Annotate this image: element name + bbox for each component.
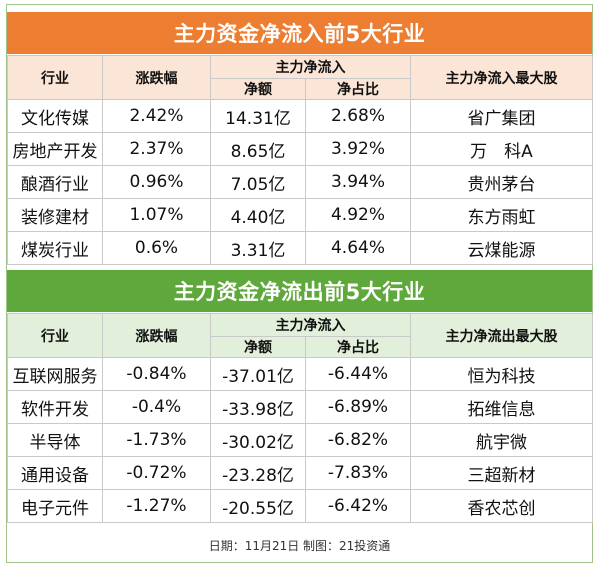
net-cell: -37.01亿: [210, 357, 306, 391]
change-cell: -0.84%: [102, 357, 211, 391]
ratio-cell: -6.89%: [305, 390, 411, 424]
industry-cell: 装修建材: [7, 198, 103, 232]
ratio-cell: 3.92%: [305, 132, 411, 166]
outflow-header-industry: 行业: [7, 313, 103, 358]
industry-cell: 互联网服务: [7, 357, 103, 391]
ratio-cell: -7.83%: [305, 456, 411, 490]
outflow-header-change: 涨跌幅: [102, 313, 211, 358]
industry-cell: 电子元件: [7, 489, 103, 523]
outflow-header-net: 净额: [210, 336, 306, 358]
inflow-header-net: 净额: [210, 78, 306, 100]
table-row: 装修建材 1.07% 4.40亿 4.92% 东方雨虹: [7, 198, 593, 232]
stock-cell: 恒为科技: [410, 357, 593, 391]
change-cell: -1.73%: [102, 423, 211, 457]
ratio-cell: -6.44%: [305, 357, 411, 391]
inflow-header-top-stock: 主力净流入最大股: [410, 55, 593, 100]
ratio-cell: 4.92%: [305, 198, 411, 232]
change-cell: -1.27%: [102, 489, 211, 523]
inflow-title: 主力资金净流入前5大行业: [7, 12, 592, 54]
table-row: 软件开发 -0.4% -33.98亿 -6.89% 拓维信息: [7, 390, 593, 424]
net-cell: -23.28亿: [210, 456, 306, 490]
table-row: 半导体 -1.73% -30.02亿 -6.82% 航宇微: [7, 423, 593, 457]
industry-cell: 通用设备: [7, 456, 103, 490]
change-cell: 1.07%: [102, 198, 211, 232]
table-row: 通用设备 -0.72% -23.28亿 -7.83% 三超新材: [7, 456, 593, 490]
outflow-table: 行业 涨跌幅 主力净流入 主力净流出最大股 净额 净占比 互联网服务 -0.84…: [7, 313, 593, 523]
stock-cell: 贵州茅台: [410, 165, 593, 199]
inflow-rows: 文化传媒 2.42% 14.31亿 2.68% 省广集团 房地产开发 2.37%…: [7, 99, 593, 265]
industry-cell: 煤炭行业: [7, 231, 103, 265]
outflow-header-ratio: 净占比: [305, 336, 411, 358]
outflow-title: 主力资金净流出前5大行业: [7, 270, 592, 312]
change-cell: 2.42%: [102, 99, 211, 133]
inflow-header-industry: 行业: [7, 55, 103, 100]
net-cell: 7.05亿: [210, 165, 306, 199]
stock-cell: 拓维信息: [410, 390, 593, 424]
stock-cell: 三超新材: [410, 456, 593, 490]
inflow-header-group: 主力净流入: [210, 55, 411, 79]
net-cell: 3.31亿: [210, 231, 306, 265]
ratio-cell: 2.68%: [305, 99, 411, 133]
stock-cell: 省广集团: [410, 99, 593, 133]
ratio-cell: 4.64%: [305, 231, 411, 265]
ratio-cell: -6.42%: [305, 489, 411, 523]
inflow-table: 行业 涨跌幅 主力净流入 主力净流入最大股 净额 净占比 文化传媒 2.42% …: [7, 55, 593, 265]
industry-cell: 软件开发: [7, 390, 103, 424]
change-cell: 2.37%: [102, 132, 211, 166]
change-cell: 0.96%: [102, 165, 211, 199]
stock-cell: 东方雨虹: [410, 198, 593, 232]
ratio-cell: 3.94%: [305, 165, 411, 199]
outflow-header-group: 主力净流入: [210, 313, 411, 337]
inflow-header-ratio: 净占比: [305, 78, 411, 100]
inflow-header-change: 涨跌幅: [102, 55, 211, 100]
change-cell: -0.72%: [102, 456, 211, 490]
net-cell: -20.55亿: [210, 489, 306, 523]
outflow-rows: 互联网服务 -0.84% -37.01亿 -6.44% 恒为科技 软件开发 -0…: [7, 357, 593, 523]
stock-cell: 航宇微: [410, 423, 593, 457]
change-cell: 0.6%: [102, 231, 211, 265]
industry-cell: 房地产开发: [7, 132, 103, 166]
table-row: 文化传媒 2.42% 14.31亿 2.68% 省广集团: [7, 99, 593, 133]
industry-cell: 文化传媒: [7, 99, 103, 133]
stock-cell: 香农芯创: [410, 489, 593, 523]
net-cell: -33.98亿: [210, 390, 306, 424]
change-cell: -0.4%: [102, 390, 211, 424]
net-cell: 14.31亿: [210, 99, 306, 133]
table-row: 互联网服务 -0.84% -37.01亿 -6.44% 恒为科技: [7, 357, 593, 391]
net-cell: 8.65亿: [210, 132, 306, 166]
table-row: 电子元件 -1.27% -20.55亿 -6.42% 香农芯创: [7, 489, 593, 523]
stock-cell: 云煤能源: [410, 231, 593, 265]
table-row: 房地产开发 2.37% 8.65亿 3.92% 万 科A: [7, 132, 593, 166]
outflow-header-top-stock: 主力净流出最大股: [410, 313, 593, 358]
ratio-cell: -6.82%: [305, 423, 411, 457]
footer-caption: 日期：11月21日 制图：21投资通: [208, 538, 391, 553]
stock-cell: 万 科A: [410, 132, 593, 166]
industry-cell: 酿酒行业: [7, 165, 103, 199]
net-cell: 4.40亿: [210, 198, 306, 232]
net-cell: -30.02亿: [210, 423, 306, 457]
table-row: 煤炭行业 0.6% 3.31亿 4.64% 云煤能源: [7, 231, 593, 265]
industry-cell: 半导体: [7, 423, 103, 457]
table-row: 酿酒行业 0.96% 7.05亿 3.94% 贵州茅台: [7, 165, 593, 199]
